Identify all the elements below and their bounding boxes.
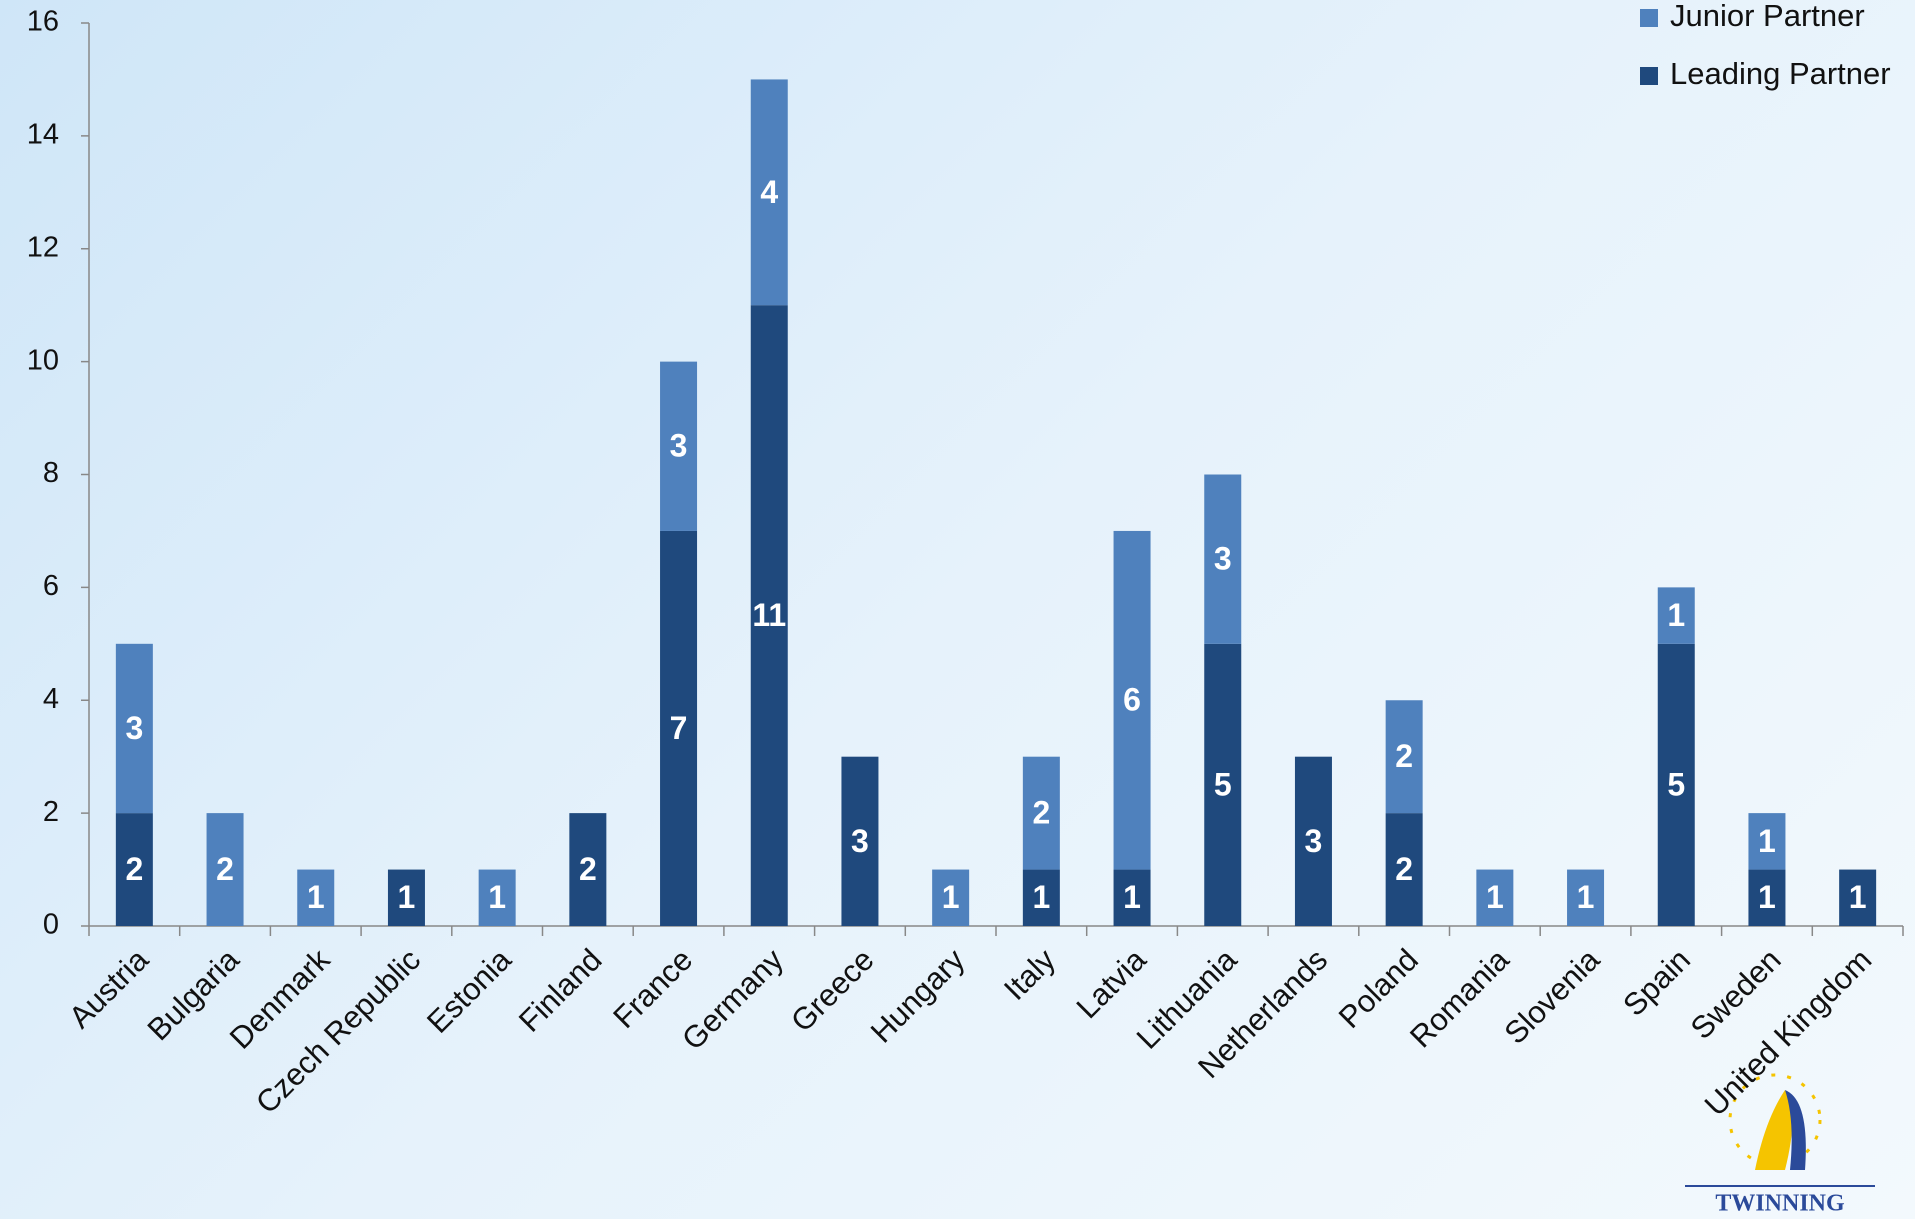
y-tick-label: 10 [27, 344, 59, 376]
bar-segment [1385, 813, 1423, 926]
x-tick-label: Finland [512, 942, 609, 1039]
y-tick-label: 2 [43, 796, 59, 828]
x-tick-label: Estonia [420, 941, 518, 1039]
bar-segment [1204, 643, 1242, 926]
data-label: 1 [307, 879, 325, 915]
bar-segment [297, 869, 335, 926]
data-label: 2 [216, 851, 234, 887]
legend-label: Junior Partner [1670, 0, 1865, 33]
bar-segment [478, 869, 516, 926]
y-tick-label: 6 [43, 570, 59, 602]
x-tick-label: Slovenia [1497, 941, 1606, 1050]
data-label: 4 [760, 174, 778, 210]
x-tick-label: Spain [1616, 942, 1697, 1023]
data-label: 2 [125, 851, 143, 887]
bar-segment [1022, 756, 1060, 870]
legend-label: Leading Partner [1670, 56, 1891, 91]
data-label: 2 [1032, 795, 1050, 831]
bar-segment [1476, 869, 1514, 926]
bar-segment [115, 643, 153, 814]
bar-segment [206, 813, 244, 926]
legend-swatch [1640, 9, 1658, 27]
data-label: 1 [942, 879, 960, 915]
bar-segment [1113, 869, 1151, 926]
data-label: 1 [488, 879, 506, 915]
bar-segment [750, 305, 788, 926]
data-label: 1 [1123, 879, 1141, 915]
bar-segment [1204, 474, 1242, 644]
bar-segment [1022, 869, 1060, 926]
data-label: 3 [125, 710, 143, 746]
data-label: 5 [1214, 766, 1232, 802]
data-label: 1 [1849, 879, 1867, 915]
y-tick-label: 4 [43, 683, 59, 715]
y-tick-label: 12 [27, 231, 59, 263]
y-tick-label: 14 [27, 119, 59, 151]
data-label: 1 [1758, 879, 1776, 915]
y-tick-label: 0 [43, 909, 59, 941]
bar-segment [1748, 869, 1786, 926]
bar-segment [1567, 869, 1605, 926]
bar-segment [1657, 587, 1695, 644]
bar-segment [115, 813, 153, 926]
data-label: 2 [579, 851, 597, 887]
y-tick-label: 8 [43, 457, 59, 489]
bar-segment [569, 813, 607, 926]
data-label: 1 [1577, 879, 1595, 915]
data-label: 1 [1667, 597, 1685, 633]
y-tick-label: 16 [27, 6, 59, 38]
data-label: 1 [1758, 823, 1776, 859]
bar-segment [660, 530, 698, 926]
data-label: 1 [1032, 879, 1050, 915]
data-label: 1 [1486, 879, 1504, 915]
data-label: 1 [398, 879, 416, 915]
data-label: 3 [851, 823, 869, 859]
bar-segment [1294, 756, 1332, 926]
x-tick-label: Latvia [1070, 941, 1154, 1025]
x-tick-label: Italy [997, 942, 1062, 1007]
bar-segment [932, 869, 970, 926]
bar-segment [1748, 813, 1786, 870]
bar-segment [660, 361, 698, 531]
x-tick-label: Germany [675, 942, 790, 1057]
data-label: 2 [1395, 851, 1413, 887]
data-label: 11 [752, 597, 786, 633]
data-label: 7 [670, 710, 688, 746]
bar-segment [387, 869, 425, 926]
data-label: 6 [1123, 682, 1141, 718]
data-label: 3 [1305, 823, 1323, 859]
x-tick-label: Czech Republic [249, 942, 427, 1120]
bar-segment [1113, 530, 1151, 870]
data-label: 2 [1395, 738, 1413, 774]
bar-segment [1839, 869, 1877, 926]
data-label: 3 [670, 428, 688, 464]
bar-segment [1657, 643, 1695, 926]
bar-segment [841, 756, 879, 926]
data-label: 3 [1214, 541, 1232, 577]
x-tick-label: Hungary [864, 942, 972, 1050]
bar-segment [1385, 700, 1423, 814]
legend-swatch [1640, 67, 1658, 85]
logo-text: TWINNING [1715, 1191, 1845, 1217]
x-tick-label: Romania [1403, 941, 1516, 1054]
logo: TWINNING [1685, 1073, 1875, 1217]
bar-segment [750, 79, 788, 306]
data-label: 5 [1667, 766, 1685, 802]
